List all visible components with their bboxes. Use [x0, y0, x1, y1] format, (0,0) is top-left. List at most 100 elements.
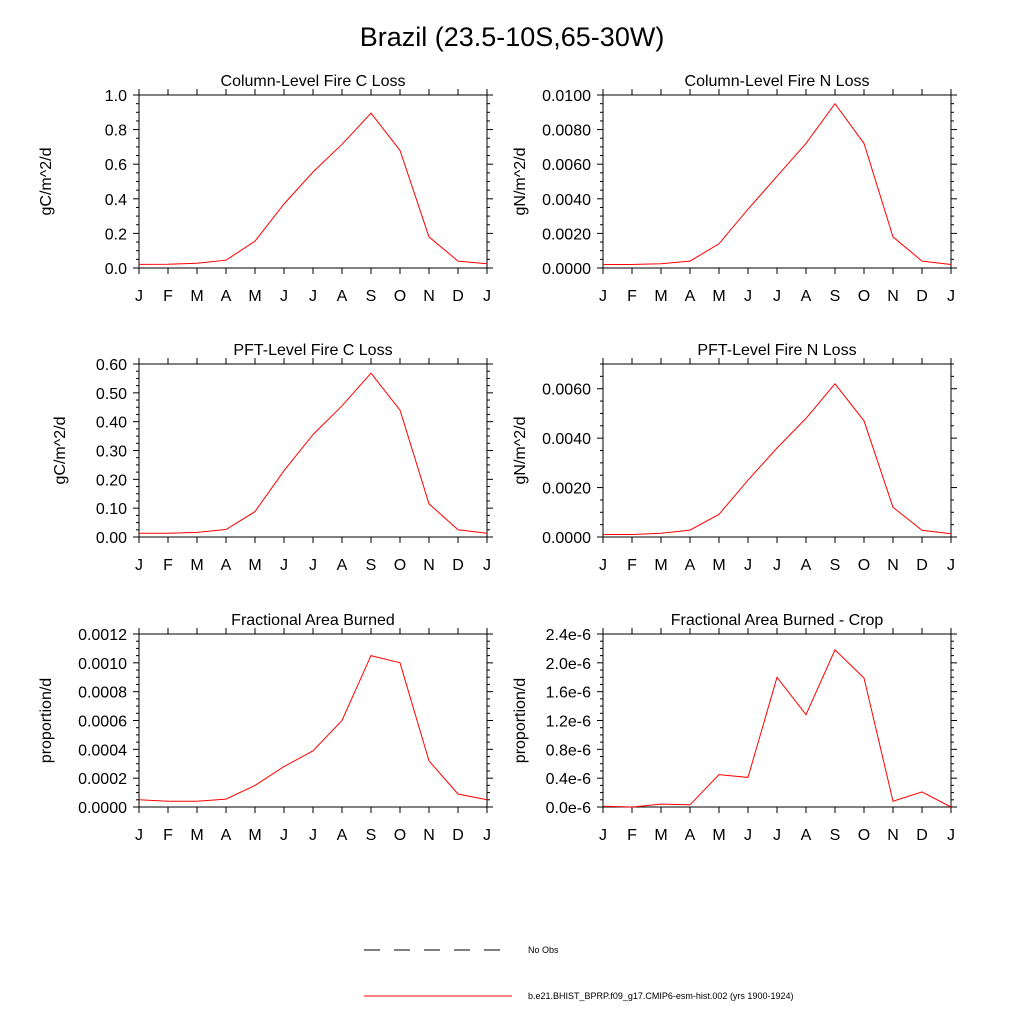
- x-tick-label: S: [366, 288, 377, 305]
- x-tick-label: J: [483, 827, 491, 844]
- x-tick-label: A: [801, 557, 812, 574]
- y-axis-label: gN/m^2/d: [512, 417, 529, 485]
- plot-frame: [602, 633, 952, 808]
- series-line: [138, 112, 488, 265]
- x-tick-label: N: [887, 288, 899, 305]
- plot-frame: [602, 363, 952, 538]
- y-axis-label: gC/m^2/d: [52, 417, 69, 485]
- y-tick-label: 0.0006: [78, 714, 127, 731]
- y-tick-label: 0.30: [96, 444, 127, 461]
- x-tick-label: A: [685, 557, 696, 574]
- series-line: [603, 102, 952, 265]
- panel-title: Column-Level Fire N Loss: [685, 73, 870, 90]
- x-tick-label: J: [773, 827, 781, 844]
- x-tick-label: A: [221, 557, 232, 574]
- y-tick-label: 0.8e-6: [546, 742, 591, 759]
- x-tick-label: S: [366, 827, 377, 844]
- x-tick-label: J: [280, 827, 288, 844]
- y-tick-label: 0.0060: [542, 382, 591, 399]
- y-tick-label: 0.0000: [78, 800, 127, 817]
- x-tick-label: D: [452, 288, 464, 305]
- y-tick-label: 0.0060: [542, 157, 591, 174]
- y-tick-label: 0.0020: [542, 226, 591, 243]
- x-tick-label: O: [394, 827, 406, 844]
- plot-frame: [138, 633, 488, 808]
- y-tick-label: 0.50: [96, 386, 127, 403]
- y-tick-label: 0.4e-6: [546, 771, 591, 788]
- x-tick-label: J: [947, 827, 955, 844]
- y-tick-label: 1.0: [105, 88, 127, 105]
- x-tick-label: J: [744, 288, 752, 305]
- panel-title: PFT-Level Fire C Loss: [233, 342, 392, 359]
- y-tick-label: 0.0100: [542, 88, 591, 105]
- x-tick-label: D: [452, 827, 464, 844]
- y-tick-label: 0.00: [96, 530, 127, 547]
- y-axis-label: gC/m^2/d: [38, 148, 55, 216]
- y-tick-label: 2.0e-6: [546, 656, 591, 673]
- x-tick-label: J: [135, 827, 143, 844]
- y-tick-label: 0.6: [105, 157, 127, 174]
- legend-obs-label: No Obs: [528, 945, 559, 955]
- x-tick-label: A: [685, 288, 696, 305]
- x-tick-label: J: [599, 288, 607, 305]
- x-tick-label: A: [221, 288, 232, 305]
- x-tick-label: M: [712, 557, 725, 574]
- x-tick-label: F: [627, 288, 637, 305]
- x-tick-label: J: [309, 827, 317, 844]
- x-tick-label: M: [712, 288, 725, 305]
- x-tick-label: J: [483, 288, 491, 305]
- x-tick-label: O: [858, 557, 870, 574]
- y-tick-label: 0.0010: [78, 656, 127, 673]
- x-tick-label: N: [423, 557, 435, 574]
- y-axis-label: proportion/d: [512, 678, 529, 763]
- y-tick-label: 1.6e-6: [546, 685, 591, 702]
- x-tick-label: M: [190, 288, 203, 305]
- x-tick-label: J: [483, 557, 491, 574]
- series-line: [603, 383, 952, 535]
- x-tick-label: M: [712, 827, 725, 844]
- x-tick-label: A: [685, 827, 696, 844]
- x-tick-label: D: [916, 557, 928, 574]
- plot-frame: [138, 363, 488, 538]
- figure-title: Brazil (23.5-10S,65-30W): [359, 22, 665, 52]
- x-tick-label: D: [452, 557, 464, 574]
- y-tick-label: 0.0012: [78, 627, 127, 644]
- x-tick-label: J: [135, 288, 143, 305]
- x-tick-label: F: [163, 827, 173, 844]
- x-tick-label: M: [654, 827, 667, 844]
- x-tick-label: M: [248, 827, 261, 844]
- panel-title: Column-Level Fire C Loss: [221, 73, 406, 90]
- y-tick-label: 0.0002: [78, 771, 127, 788]
- chart-panel-6: Fractional Area Burned - Crop proportion/…: [512, 612, 957, 844]
- x-tick-label: J: [280, 557, 288, 574]
- x-tick-label: J: [280, 288, 288, 305]
- y-tick-label: 0.4: [105, 192, 127, 209]
- x-tick-label: J: [309, 557, 317, 574]
- y-tick-label: 0.8: [105, 123, 127, 140]
- x-tick-label: J: [773, 557, 781, 574]
- y-tick-label: 0.40: [96, 415, 127, 432]
- y-tick-label: 0.10: [96, 501, 127, 518]
- x-tick-label: J: [947, 288, 955, 305]
- x-tick-label: N: [423, 288, 435, 305]
- y-tick-label: 0.60: [96, 357, 127, 374]
- x-tick-label: M: [248, 557, 261, 574]
- x-tick-label: A: [337, 557, 348, 574]
- y-tick-label: 0.0000: [542, 530, 591, 547]
- x-tick-label: O: [394, 557, 406, 574]
- x-tick-label: J: [947, 557, 955, 574]
- x-tick-label: A: [337, 288, 348, 305]
- x-tick-label: J: [135, 557, 143, 574]
- x-tick-label: O: [858, 288, 870, 305]
- y-tick-label: 0.0080: [542, 123, 591, 140]
- x-tick-label: F: [627, 827, 637, 844]
- x-tick-label: N: [423, 827, 435, 844]
- x-tick-label: F: [163, 288, 173, 305]
- y-axis-label: proportion/d: [38, 678, 55, 763]
- x-tick-label: O: [858, 827, 870, 844]
- series-line: [602, 649, 952, 808]
- y-tick-label: 0.0e-6: [546, 800, 591, 817]
- x-tick-label: F: [627, 557, 637, 574]
